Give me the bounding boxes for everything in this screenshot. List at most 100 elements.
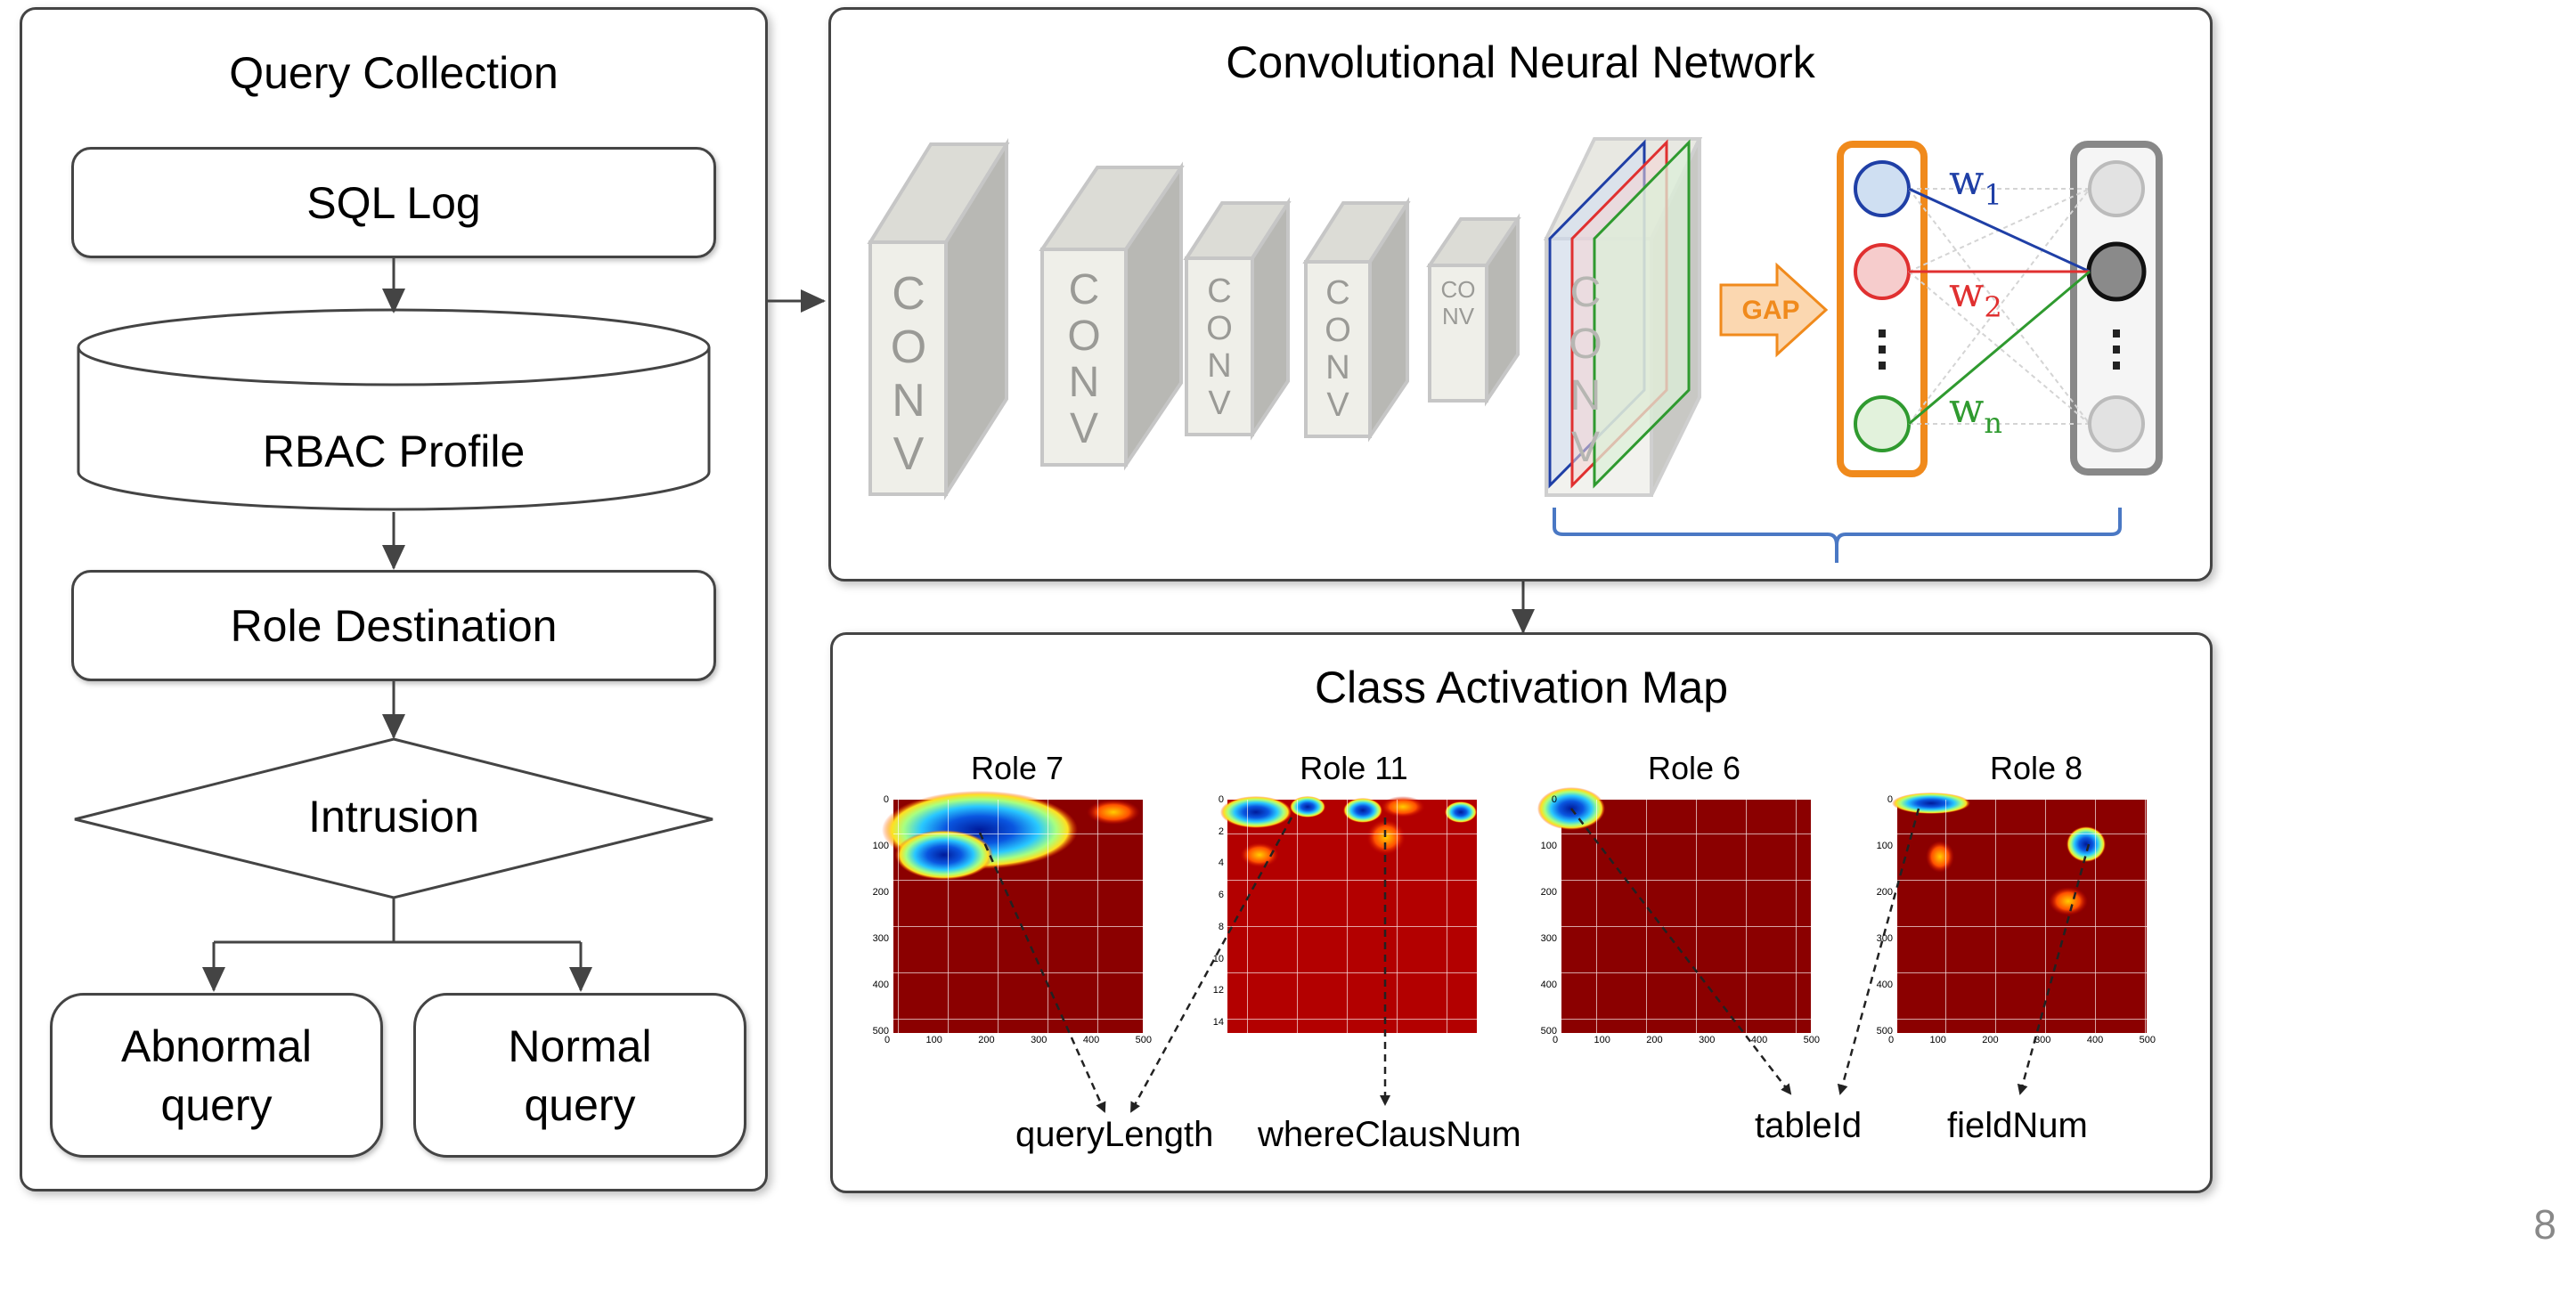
- role-8-x-tick: 200: [1982, 1035, 1999, 1045]
- role-8-y-tick: 100: [1876, 841, 1893, 851]
- role-7-y-tick: 500: [872, 1026, 889, 1037]
- intrusion-label: Intrusion: [308, 792, 479, 842]
- conv-block-3: [1183, 197, 1292, 441]
- query-collection-title: Query Collection: [229, 48, 558, 98]
- role-11-label: Role 11: [1300, 750, 1408, 786]
- role-7-x-tick: 200: [978, 1035, 995, 1045]
- role-6-y-tick: 500: [1540, 1026, 1557, 1037]
- flow-arrows: [202, 258, 1535, 992]
- role-6-y-ticks: 0 100 200 300 400 500: [1527, 794, 1557, 1037]
- feature-pointers: [978, 808, 2091, 1113]
- role-7-x-ticks: 0 100 200 300 400 500: [884, 1035, 1152, 1045]
- role-11-y-tick: 0: [1218, 794, 1224, 805]
- cnn-bracket: [1553, 508, 2122, 563]
- role-7-y-tick: 300: [872, 933, 889, 944]
- role-6-x-tick: 0: [1553, 1035, 1559, 1045]
- conv-block-feature-maps: [1543, 137, 1703, 497]
- heatmap-role-6: [1537, 787, 1811, 1033]
- role-11-y-tick: 2: [1218, 825, 1224, 837]
- sql-log-box: SQL Log: [71, 147, 716, 258]
- role-8-y-tick: 400: [1876, 980, 1893, 990]
- role-8-label: Role 8: [1989, 750, 2083, 786]
- output-node-bottom: [2088, 395, 2145, 452]
- page-number: 8: [2533, 1201, 2556, 1248]
- gap-label: GAP: [1741, 296, 1799, 325]
- role-8-x-tick: 300: [2034, 1035, 2051, 1045]
- role-8-y-ticks: 0 100 200 300 400 500: [1863, 794, 1893, 1037]
- role-8-x-tick: 0: [1888, 1035, 1895, 1045]
- weight-line-n: [1908, 270, 2091, 426]
- role-8-x-tick: 400: [2086, 1035, 2104, 1045]
- role-6-y-tick: 200: [1540, 887, 1557, 898]
- role-11-y-tick: 14: [1212, 1016, 1224, 1028]
- sql-log-label: SQL Log: [306, 177, 481, 228]
- feature-query-length: queryLength: [1015, 1115, 1214, 1154]
- rbac-profile-label: RBAC Profile: [262, 427, 526, 476]
- gap-ellipsis-icon: [1879, 329, 1886, 370]
- role-8-y-tick: 0: [1887, 794, 1893, 805]
- weight-label-w1: w1: [1949, 156, 2002, 212]
- role-7-y-tick: 400: [872, 980, 889, 990]
- role-11-y-tick: 10: [1212, 953, 1224, 964]
- role-7-label: Role 7: [970, 750, 1064, 786]
- role-8-x-tick: 500: [2139, 1035, 2156, 1045]
- conv-block-2: [1039, 161, 1185, 471]
- conv-block-1: [867, 137, 1010, 500]
- role-6-label: Role 6: [1647, 750, 1741, 786]
- gap-arrow: [1719, 262, 1829, 358]
- role-7-x-tick: 0: [884, 1035, 891, 1045]
- conv-label-5: CONV: [1440, 276, 1476, 329]
- role-6-y-tick: 0: [1551, 794, 1557, 805]
- role-7-y-ticks: 0 100 200 300 400 500: [859, 794, 889, 1037]
- normal-query-box: Normal query: [413, 993, 746, 1158]
- conv-label-6: CONV: [1569, 269, 1602, 471]
- gap-node-column: [1837, 141, 1928, 477]
- weight-label-w2: w2: [1949, 268, 2002, 324]
- feature-table-id: tableId: [1755, 1106, 1863, 1145]
- cnn-title: Convolutional Neural Network: [1226, 37, 1815, 87]
- heatmap-role-7: [882, 791, 1143, 1033]
- heatmap-role-11: [1220, 796, 1477, 1033]
- conv-block-5: [1426, 213, 1521, 407]
- role-7-y-tick: 100: [872, 841, 889, 851]
- role-11-y-ticks: 0 2 4 6 8 10 12 14: [1199, 794, 1224, 1028]
- role-6-x-tick: 500: [1803, 1035, 1820, 1045]
- role-8-x-ticks: 0 100 200 300 400 500: [1888, 1035, 2156, 1045]
- role-destination-box: Role Destination: [71, 570, 716, 681]
- role-6-x-tick: 200: [1646, 1035, 1663, 1045]
- normal-query-label: Normal query: [508, 1021, 652, 1130]
- output-ellipsis-icon: [2113, 329, 2120, 370]
- role-destination-label: Role Destination: [230, 600, 558, 651]
- role-8-y-tick: 500: [1876, 1026, 1893, 1037]
- role-6-x-tick: 400: [1750, 1035, 1768, 1045]
- role-6-x-tick: 300: [1699, 1035, 1716, 1045]
- abnormal-query-label: Abnormal query: [121, 1021, 312, 1130]
- heatmap-role-8: [1892, 793, 2147, 1033]
- role-7-y-tick: 200: [872, 887, 889, 898]
- conv-label-1: CONV: [890, 268, 927, 480]
- role-11-y-tick: 4: [1218, 858, 1224, 869]
- conv-block-4: [1302, 197, 1411, 443]
- role-6-y-tick: 300: [1540, 933, 1557, 944]
- role-6-y-tick: 100: [1540, 841, 1557, 851]
- role-8-x-tick: 100: [1929, 1035, 1946, 1045]
- cam-title: Class Activation Map: [1314, 663, 1729, 712]
- feature-where-claus-num: whereClausNum: [1258, 1115, 1521, 1154]
- role-8-y-tick: 300: [1876, 933, 1893, 944]
- rbac-profile-cylinder: [77, 308, 711, 511]
- role-7-x-tick: 100: [925, 1035, 942, 1045]
- feature-field-num: fieldNum: [1947, 1106, 2088, 1145]
- role-6-x-ticks: 0 100 200 300 400 500: [1553, 1035, 1820, 1045]
- weight-label-wn: wn: [1949, 384, 2002, 440]
- weight-line-1: [1908, 187, 2091, 273]
- role-11-y-tick: 6: [1218, 890, 1224, 901]
- role-7-x-tick: 400: [1082, 1035, 1100, 1045]
- role-6-y-tick: 400: [1540, 980, 1557, 990]
- role-11-y-tick: 8: [1218, 921, 1224, 932]
- role-11-y-tick: 12: [1212, 985, 1224, 996]
- conv-label-3: CONV: [1206, 272, 1233, 422]
- output-node-top: [2088, 160, 2145, 217]
